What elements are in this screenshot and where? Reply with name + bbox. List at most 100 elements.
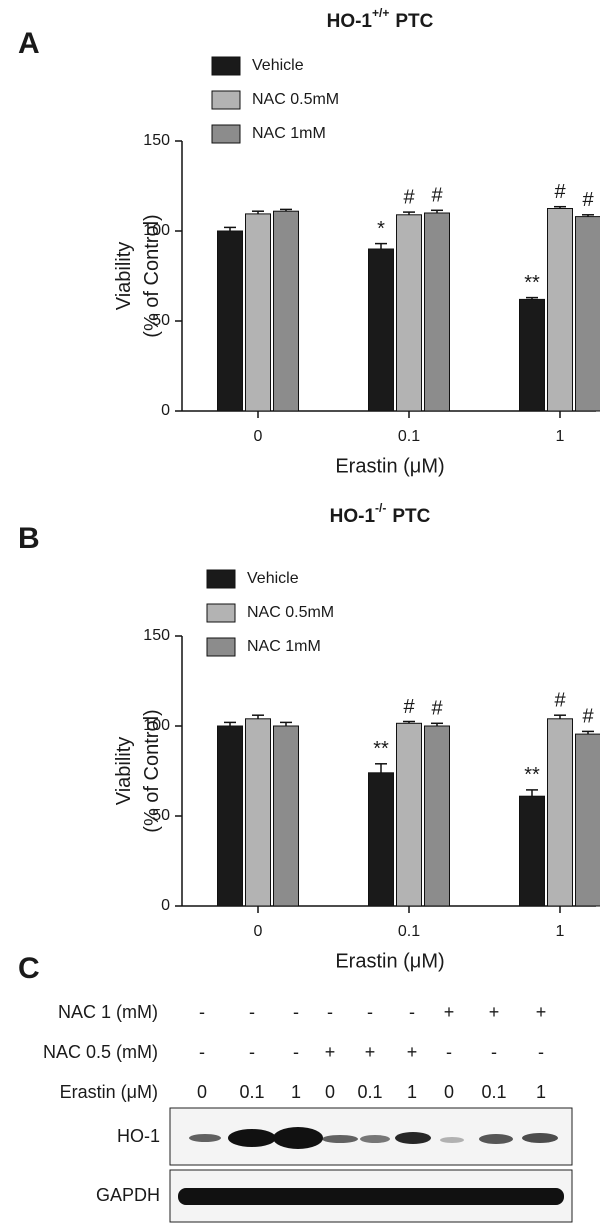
y-axis-label: Viability (% of Control) [113,709,163,832]
y-axis-label-line: (% of Control) [141,214,163,337]
legend-swatch [211,90,241,110]
row-label: Erastin (μM) [60,1082,158,1102]
row-label: NAC 0.5 (mM) [43,1042,158,1062]
x-tick-label: 0.1 [398,428,420,445]
blot-band [479,1134,513,1144]
bar [396,722,422,907]
row-value: 0.1 [357,1082,382,1102]
legend-label: NAC 0.5mM [252,91,339,108]
x-tick-label: 1 [556,923,565,940]
title-suffix: PTC [395,11,433,32]
row-value: 0.1 [239,1082,264,1102]
y-tick-label: 50 [152,312,170,329]
blot-band [189,1134,221,1142]
blot-band [178,1188,564,1205]
blot-band [395,1132,431,1144]
legend-swatch [211,124,241,144]
bar [547,718,573,907]
row-value: + [444,1002,455,1022]
y-tick-label: 50 [152,807,170,824]
row-value: - [327,1002,333,1022]
y-axis-label-line: Viability [113,242,135,311]
row-value: + [489,1002,500,1022]
x-tick-label: 1 [556,428,565,445]
y-tick-label: 150 [143,627,170,644]
significance-mark: ** [524,272,540,294]
row-value: 0.1 [481,1082,506,1102]
bar [424,212,450,412]
bar [273,210,299,412]
row-value: - [491,1042,497,1062]
row-value: - [446,1042,452,1062]
significance-mark: # [403,186,415,208]
lane-label: HO-1 [117,1126,160,1146]
legend-swatch [211,56,241,76]
panel-label: B [18,522,40,555]
row-value: 1 [536,1082,546,1102]
title-superscript: +/+ [372,6,389,20]
blot-band [360,1135,390,1143]
blot-band [273,1127,323,1149]
row-value: - [293,1042,299,1062]
title-suffix: PTC [392,506,430,527]
row-value: - [409,1002,415,1022]
row-value: - [293,1002,299,1022]
row-value: - [367,1002,373,1022]
row-value: + [407,1042,418,1062]
legend-swatch [206,569,236,589]
bar [368,248,394,412]
x-tick-label: 0.1 [398,923,420,940]
legend-swatch [206,637,236,657]
significance-mark: # [582,189,594,211]
y-tick-label: 100 [143,717,170,734]
row-value: 1 [407,1082,417,1102]
row-value: 1 [291,1082,301,1102]
legend-label: NAC 1mM [247,638,321,655]
significance-mark: # [431,185,443,207]
x-tick-label: 0 [254,428,263,445]
row-value: 0 [197,1082,207,1102]
bar [273,725,299,907]
significance-mark: # [431,698,443,720]
x-tick-label: 0 [254,923,263,940]
row-value: - [199,1002,205,1022]
y-tick-label: 150 [143,132,170,149]
title-main: HO-1 [330,506,376,527]
row-value: - [249,1002,255,1022]
panel-label: C [18,952,40,985]
row-value: - [249,1042,255,1062]
x-axis-label: Erastin (μM) [335,950,444,972]
bar [519,795,545,907]
title-main: HO-1 [327,11,373,32]
significance-mark: ** [524,764,540,786]
row-label: NAC 1 (mM) [58,1002,158,1022]
chart-title: HO-1-/- PTC [330,501,431,527]
row-value: - [199,1042,205,1062]
legend-label: NAC 1mM [252,125,326,142]
row-value: - [538,1042,544,1062]
legend-label: NAC 0.5mM [247,604,334,621]
significance-mark: # [582,706,594,728]
bar [245,718,271,907]
y-tick-label: 100 [143,222,170,239]
row-value: + [536,1002,547,1022]
lane-label: GAPDH [96,1185,160,1205]
bar [575,216,600,412]
significance-mark: ** [373,738,389,760]
significance-mark: * [377,218,385,240]
legend-label: Vehicle [247,570,299,587]
bar [547,208,573,412]
panel-label: A [18,27,40,60]
significance-mark: # [554,689,566,711]
legend-swatch [206,603,236,623]
blot-band [522,1133,558,1143]
x-axis-label: Erastin (μM) [335,455,444,477]
y-tick-label: 0 [161,402,170,419]
significance-mark: # [403,696,415,718]
bar [519,298,545,412]
blot-band [228,1129,276,1147]
bar [368,772,394,907]
blot-band [322,1135,358,1143]
bar [575,733,600,907]
